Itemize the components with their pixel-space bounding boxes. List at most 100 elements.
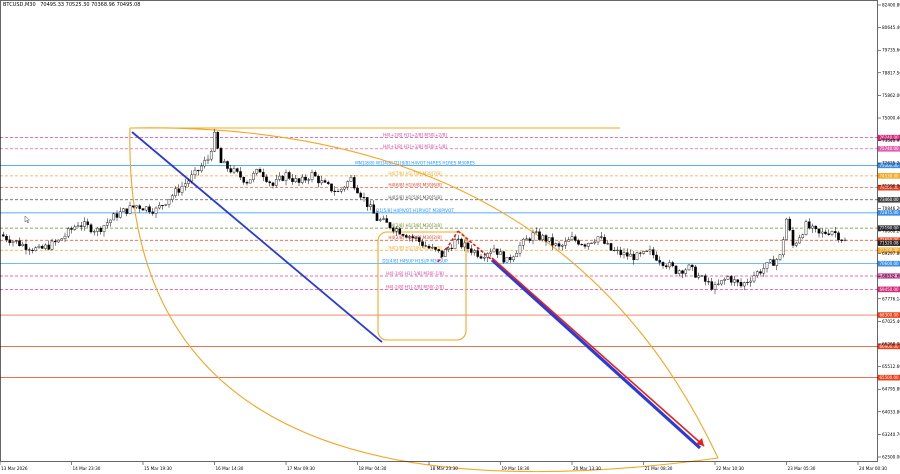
- price-tag-label: 66900.00: [880, 344, 900, 349]
- time-tick-label: 13 Mar 2026: [1, 466, 28, 471]
- candle-body: [427, 245, 431, 249]
- orange-box: [377, 231, 467, 341]
- price-tag: [878, 260, 900, 267]
- candle-body: [349, 177, 353, 182]
- candle-body: [330, 183, 333, 192]
- candle-body: [180, 186, 184, 193]
- candle-body: [235, 168, 239, 172]
- price-tag-label: 70050.00: [880, 273, 900, 278]
- candle-body: [544, 235, 548, 242]
- candle-body: [154, 207, 158, 214]
- candle-body: [814, 225, 818, 230]
- candle-body: [339, 188, 343, 192]
- price-tag: [878, 225, 900, 231]
- price-tag: [878, 374, 900, 381]
- candle-body: [170, 195, 174, 200]
- candle-body: [590, 242, 593, 244]
- candle-body: [456, 238, 460, 240]
- candle-body: [164, 204, 168, 206]
- candle-body: [677, 270, 681, 274]
- candle-body: [811, 225, 814, 229]
- price-tick-label: 67025.40: [882, 319, 900, 324]
- candle-body: [284, 172, 288, 181]
- candle-body: [398, 228, 402, 235]
- candle-body: [105, 222, 109, 226]
- level-label: H4[1/8] H1[1/8] M30[1/8]: [388, 245, 442, 250]
- candle-body: [83, 221, 86, 227]
- candle-body: [616, 249, 619, 251]
- candle-body: [248, 179, 252, 184]
- candle-body: [278, 175, 281, 180]
- candle-body: [463, 242, 467, 248]
- candle-body: [261, 171, 265, 178]
- candle-body: [187, 180, 190, 184]
- candle-body: [726, 276, 730, 280]
- price-tag-label: 71650.00: [880, 238, 900, 243]
- candle-body: [684, 269, 688, 274]
- candle-body: [564, 241, 567, 246]
- price-tag-label: 68300.00: [880, 312, 900, 317]
- blue-trendline: [131, 131, 383, 343]
- candle-body: [326, 182, 330, 185]
- candle-body: [642, 250, 645, 254]
- price-tag-label: 73460.00: [880, 197, 900, 202]
- candle-body: [635, 252, 639, 261]
- candle-body: [411, 236, 415, 238]
- candle-body: [515, 252, 519, 258]
- candle-body: [359, 192, 363, 198]
- candle-body: [645, 250, 649, 252]
- candle-body: [216, 131, 220, 149]
- price-tick-label: 64033.80: [882, 409, 900, 414]
- candle-body: [781, 239, 785, 256]
- candle-body: [729, 276, 733, 283]
- price-tick-label: 70846.20: [882, 206, 900, 211]
- price-tag-label: 75000.00: [880, 163, 900, 168]
- candle-body: [102, 225, 106, 232]
- candle-body: [89, 224, 93, 233]
- candle-body: [551, 237, 554, 246]
- time-tick-label: 20 Mar 13:30: [573, 466, 601, 471]
- candle-body: [638, 252, 642, 254]
- price-tick-label: 71590.80: [882, 183, 900, 188]
- candle-body: [375, 213, 379, 221]
- candle-body: [707, 281, 710, 283]
- candle-body: [710, 281, 714, 290]
- time-tick-label: 22 Mar 10:30: [716, 466, 744, 471]
- candle-body: [833, 231, 837, 234]
- candle-body: [226, 161, 229, 169]
- candle-body: [320, 180, 324, 184]
- candle-body: [508, 257, 512, 261]
- candle-body: [554, 243, 558, 246]
- candle-body: [60, 238, 64, 241]
- candle-body: [193, 169, 197, 176]
- candle-body: [190, 174, 194, 182]
- red-dash-up: [437, 230, 459, 263]
- candle-body: [521, 238, 525, 246]
- candle-body: [382, 218, 385, 220]
- price-tick-label: 62500.00: [882, 455, 900, 460]
- price-tag: [878, 184, 900, 191]
- candle-body: [255, 169, 259, 174]
- candle-body: [401, 234, 405, 236]
- candle-body: [76, 225, 80, 228]
- candle-body: [268, 181, 272, 184]
- price-tick-label: 68532.60: [882, 274, 900, 279]
- time-tick-label: 15 Mar 19:30: [144, 466, 172, 471]
- candle-body: [609, 243, 613, 251]
- candle-body: [242, 177, 246, 183]
- candle-body: [252, 173, 255, 180]
- candle-body: [372, 204, 376, 214]
- candle-body: [34, 247, 38, 251]
- candle-body: [70, 228, 73, 230]
- time-tick-label: 18 Mar 23:30: [430, 466, 458, 471]
- candle-body: [661, 262, 665, 266]
- candle-body: [310, 172, 314, 180]
- level-label: H4[+2/8] H1[+2/8] M30[+2/8]: [383, 133, 447, 138]
- candle-body: [131, 205, 135, 208]
- candle-body: [502, 251, 506, 263]
- candle-body: [57, 239, 60, 243]
- candle-body: [775, 259, 779, 266]
- candle-body: [135, 205, 138, 208]
